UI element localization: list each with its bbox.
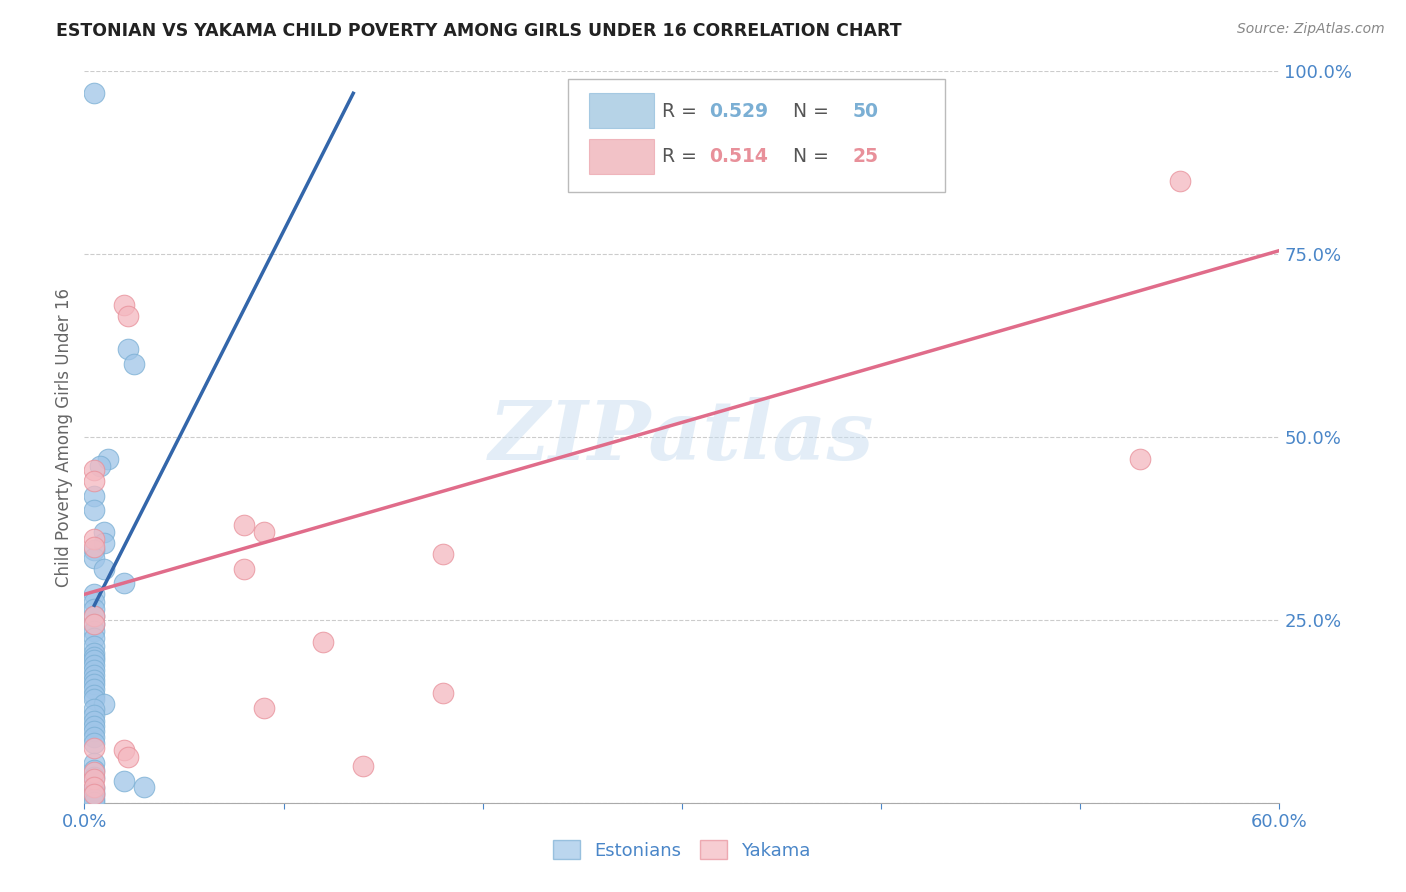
Point bbox=[83, 736, 105, 750]
Text: R =: R = bbox=[662, 147, 703, 167]
Point bbox=[432, 547, 454, 561]
Text: N =: N = bbox=[782, 147, 835, 167]
Point bbox=[1168, 174, 1191, 188]
Point bbox=[93, 525, 115, 540]
Point bbox=[83, 772, 105, 787]
Point bbox=[83, 714, 105, 728]
Point bbox=[117, 343, 139, 357]
Point bbox=[117, 750, 139, 764]
Point bbox=[83, 789, 105, 803]
Point bbox=[83, 770, 105, 784]
Point bbox=[93, 536, 115, 550]
Point bbox=[83, 792, 105, 806]
Point bbox=[112, 298, 135, 312]
Point bbox=[83, 763, 105, 777]
Point bbox=[83, 730, 105, 744]
FancyBboxPatch shape bbox=[589, 138, 654, 174]
Point bbox=[83, 688, 105, 702]
Text: 50: 50 bbox=[853, 102, 879, 121]
Point bbox=[83, 624, 105, 638]
Point bbox=[352, 759, 374, 773]
Point bbox=[83, 756, 105, 770]
Point bbox=[93, 697, 115, 711]
Point bbox=[83, 677, 105, 691]
Point bbox=[83, 587, 105, 601]
Point bbox=[83, 594, 105, 608]
Point bbox=[83, 540, 105, 554]
Point bbox=[83, 785, 105, 799]
Point bbox=[83, 474, 105, 488]
Point bbox=[83, 663, 105, 677]
Text: N =: N = bbox=[782, 102, 835, 121]
Point bbox=[83, 653, 105, 667]
Point bbox=[112, 576, 135, 591]
Point bbox=[117, 310, 139, 324]
Point bbox=[83, 543, 105, 558]
Point bbox=[112, 743, 135, 757]
Point bbox=[83, 616, 105, 631]
Point bbox=[83, 719, 105, 733]
Point bbox=[122, 357, 145, 371]
Point bbox=[432, 686, 454, 700]
Point bbox=[83, 795, 105, 809]
Point bbox=[83, 708, 105, 723]
Point bbox=[83, 780, 105, 794]
Point bbox=[97, 452, 120, 467]
Point bbox=[312, 635, 335, 649]
Point bbox=[83, 667, 105, 681]
FancyBboxPatch shape bbox=[568, 78, 945, 192]
Point bbox=[232, 517, 254, 532]
Point bbox=[83, 616, 105, 631]
FancyBboxPatch shape bbox=[589, 94, 654, 128]
Text: ESTONIAN VS YAKAMA CHILD POVERTY AMONG GIRLS UNDER 16 CORRELATION CHART: ESTONIAN VS YAKAMA CHILD POVERTY AMONG G… bbox=[56, 22, 901, 40]
Point bbox=[83, 609, 105, 624]
Point bbox=[83, 602, 105, 616]
Point bbox=[112, 773, 135, 788]
Point bbox=[83, 632, 105, 646]
Text: ZIPatlas: ZIPatlas bbox=[489, 397, 875, 477]
Point bbox=[253, 700, 276, 714]
Point bbox=[83, 765, 105, 780]
Point bbox=[83, 787, 105, 801]
Text: 0.514: 0.514 bbox=[710, 147, 768, 167]
Point bbox=[83, 682, 105, 697]
Point bbox=[89, 459, 111, 474]
Point bbox=[83, 533, 105, 547]
Point bbox=[83, 646, 105, 660]
Point bbox=[232, 562, 254, 576]
Point bbox=[83, 692, 105, 706]
Point bbox=[253, 525, 276, 540]
Point bbox=[83, 658, 105, 673]
Point bbox=[83, 673, 105, 687]
Point bbox=[83, 463, 105, 477]
Point bbox=[83, 702, 105, 716]
Point bbox=[83, 740, 105, 755]
Point bbox=[1129, 452, 1152, 467]
Point bbox=[132, 780, 156, 794]
Text: Source: ZipAtlas.com: Source: ZipAtlas.com bbox=[1237, 22, 1385, 37]
Text: 0.529: 0.529 bbox=[710, 102, 769, 121]
Y-axis label: Child Poverty Among Girls Under 16: Child Poverty Among Girls Under 16 bbox=[55, 287, 73, 587]
Point bbox=[83, 550, 105, 565]
Text: R =: R = bbox=[662, 102, 703, 121]
Point bbox=[83, 609, 105, 624]
Point bbox=[93, 562, 115, 576]
Point bbox=[83, 649, 105, 664]
Legend: Estonians, Yakama: Estonians, Yakama bbox=[546, 833, 818, 867]
Point bbox=[83, 724, 105, 739]
Point bbox=[83, 639, 105, 653]
Text: 25: 25 bbox=[853, 147, 879, 167]
Point bbox=[83, 503, 105, 517]
Point bbox=[83, 781, 105, 796]
Point bbox=[83, 87, 105, 101]
Point bbox=[83, 489, 105, 503]
